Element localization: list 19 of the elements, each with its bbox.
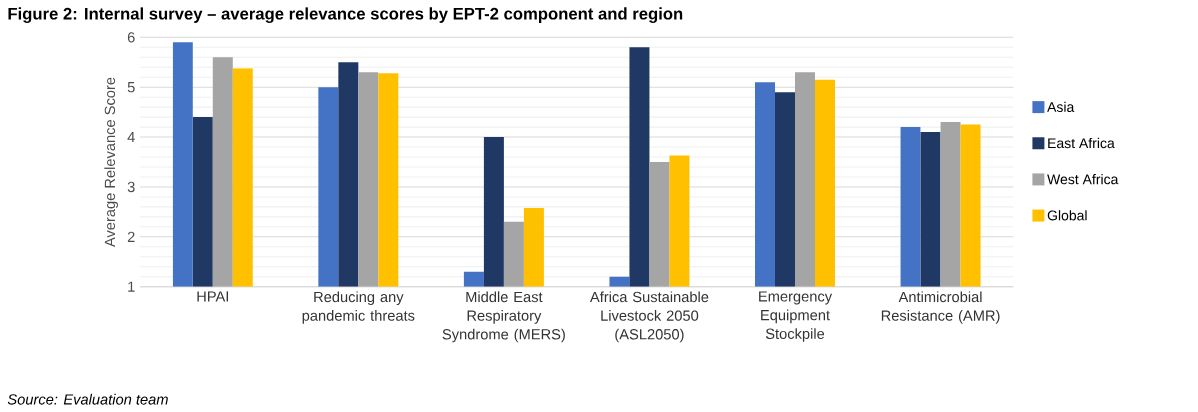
legend-label: West Africa: [1047, 174, 1119, 185]
x-tick-label: Emergency Equipment Stockpile: [759, 291, 833, 342]
legend-label: Global: [1047, 210, 1087, 221]
x-tick-label: Reducing any pandemic threats: [302, 291, 415, 324]
source-note: Source: Evaluation team: [7, 393, 168, 405]
x-tick-label: Africa Sustainable Livestock 2050 (ASL2050): [589, 291, 709, 343]
y-tick-label: 6: [127, 32, 135, 43]
y-tick-label: 4: [127, 132, 135, 143]
y-tick-label: 5: [127, 82, 135, 93]
y-tick-label: 1: [128, 281, 135, 292]
x-tick-label: Antimicrobial Resistance (AMR): [881, 291, 1000, 324]
x-tick-label: Middle East Respiratory Syndrome (MERS): [442, 291, 565, 343]
chart-title: Figure 2: Internal survey – average relevance scores by EPT-2 component and region: [8, 7, 683, 23]
legend-label: East Africa: [1048, 137, 1115, 149]
x-tick-label: HPAI: [197, 291, 228, 302]
y-axis-title: Average Relevance Score: [104, 77, 118, 248]
legend-label: Asia: [1047, 101, 1075, 113]
y-tick-label: 3: [127, 181, 135, 193]
y-tick-label: 2: [127, 231, 135, 242]
